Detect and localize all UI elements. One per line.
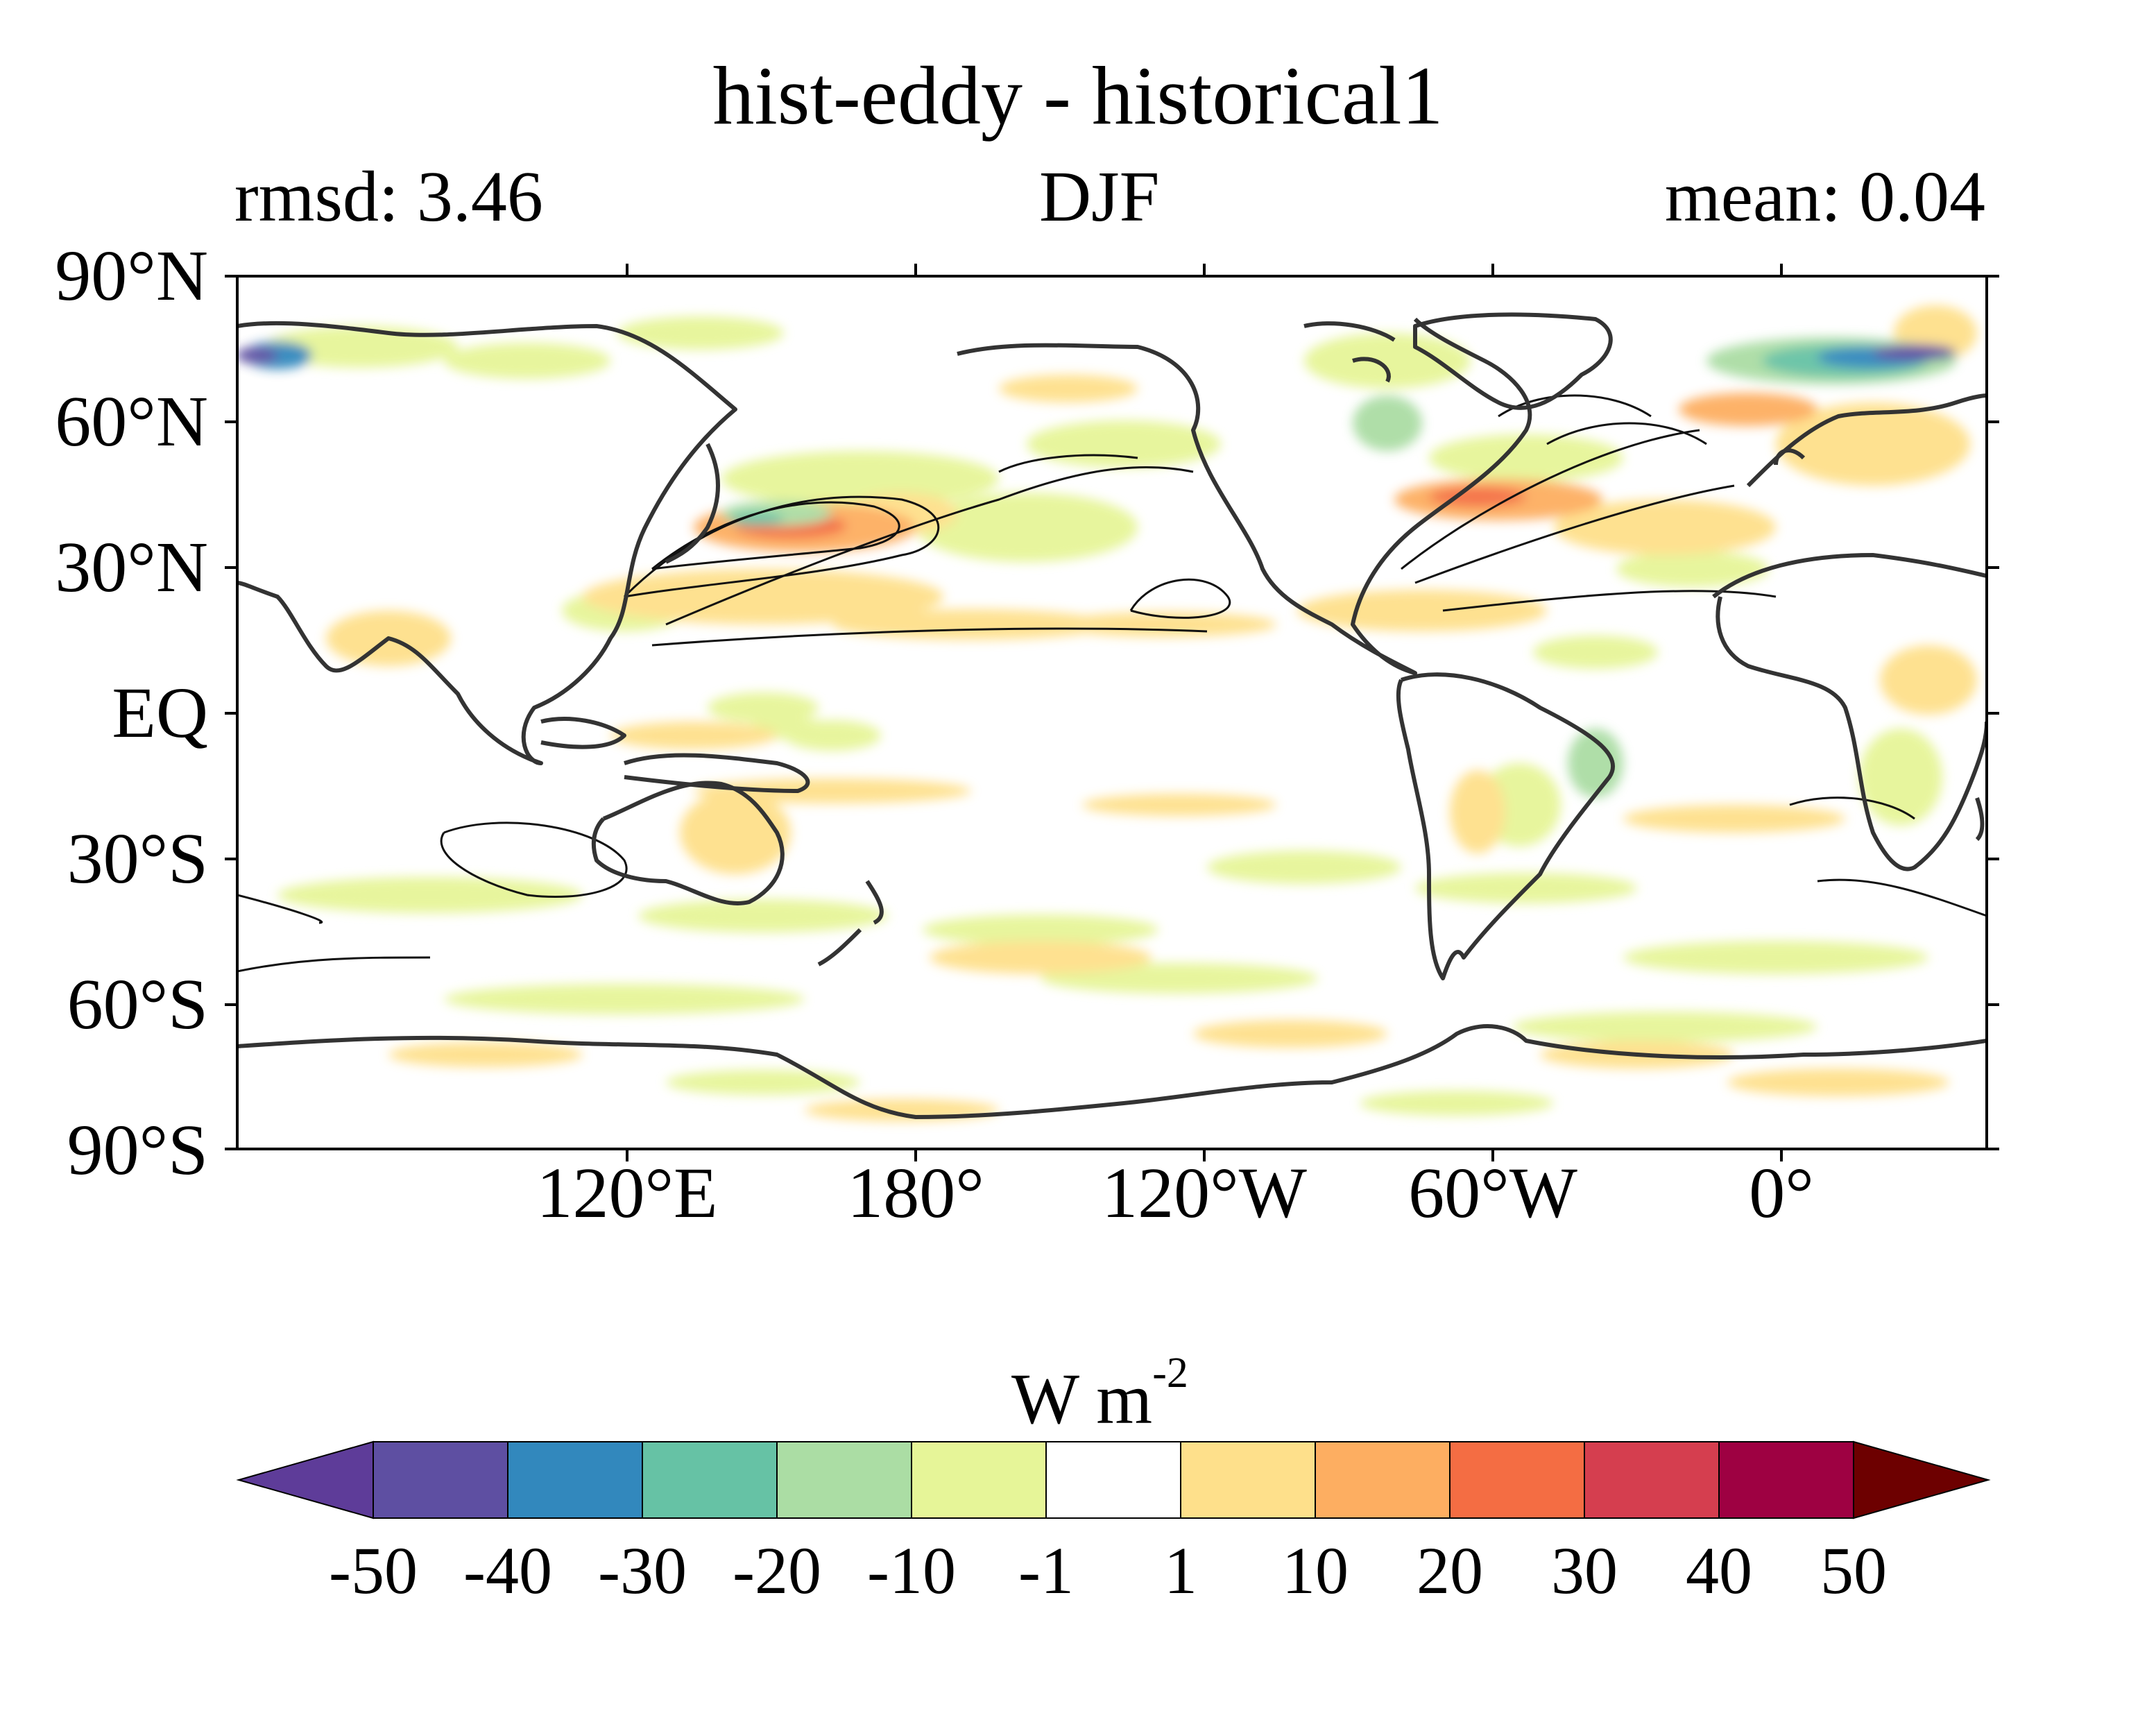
colorbar-tick-label: -40 [463, 1533, 552, 1608]
colorbar-tick-label: 50 [1820, 1533, 1887, 1608]
colorbar-segment [1180, 1441, 1316, 1519]
colorbar-tick-label: 10 [1282, 1533, 1349, 1608]
units-exponent: -2 [1152, 1349, 1188, 1397]
axis-ticks [225, 264, 1999, 1161]
anomaly-fill [237, 305, 1977, 1121]
colorbar-tick-label: -30 [598, 1533, 687, 1608]
colorbar-units: W m-2 [1011, 1352, 1188, 1436]
mean-label: mean: 0.04 [1664, 157, 1985, 237]
lat-label-30s: 30°S [67, 819, 208, 899]
colorbar-tick-label: 20 [1417, 1533, 1483, 1608]
colorbar-tick-label: -50 [329, 1533, 418, 1608]
colorbar-segment [1449, 1441, 1585, 1519]
lon-label-0: 0° [1749, 1153, 1814, 1233]
coastlines [237, 312, 1987, 1119]
colorbar-segment [1718, 1441, 1854, 1519]
colorbar-extend-high [1853, 1440, 1991, 1519]
lon-label-120w: 120°W [1102, 1153, 1307, 1233]
colorbar-segment [373, 1441, 508, 1519]
season-label: DJF [1039, 157, 1160, 237]
units-text: W m [1011, 1359, 1153, 1439]
lon-label-120e: 120°E [536, 1153, 718, 1233]
colorbar-tick-label: -20 [733, 1533, 821, 1608]
map-panel [237, 276, 1987, 1149]
colorbar-segment [911, 1441, 1047, 1519]
rmsd-label: rmsd: 3.46 [234, 157, 543, 237]
lat-label-90s: 90°S [67, 1110, 208, 1190]
colorbar-segment [776, 1441, 912, 1519]
colorbar-tick-label: 30 [1551, 1533, 1618, 1608]
colorbar-tick-label: 40 [1686, 1533, 1752, 1608]
lat-label-eq: EQ [112, 673, 208, 753]
colorbar-segment [1584, 1441, 1720, 1519]
lon-label-60w: 60°W [1408, 1153, 1577, 1233]
colorbar-segment [507, 1441, 643, 1519]
colorbar-segment [1315, 1441, 1451, 1519]
lat-label-60n: 60°N [55, 382, 208, 461]
colorbar-segment [1045, 1441, 1181, 1519]
contour-lines [237, 394, 1987, 973]
colorbar-tick-label: -10 [867, 1533, 956, 1608]
map-title: hist-eddy - historical1 [712, 49, 1444, 142]
lon-label-180: 180° [847, 1153, 984, 1233]
colorbar-tick-label: 1 [1164, 1533, 1197, 1608]
lat-label-60s: 60°S [67, 964, 208, 1044]
colorbar-extend-low [236, 1440, 374, 1519]
lat-label-30n: 30°N [55, 527, 208, 607]
colorbar-tick-label: -1 [1018, 1533, 1074, 1608]
colorbar-segment [642, 1441, 778, 1519]
lat-label-90n: 90°N [55, 236, 208, 316]
colorbar [236, 1440, 1991, 1519]
